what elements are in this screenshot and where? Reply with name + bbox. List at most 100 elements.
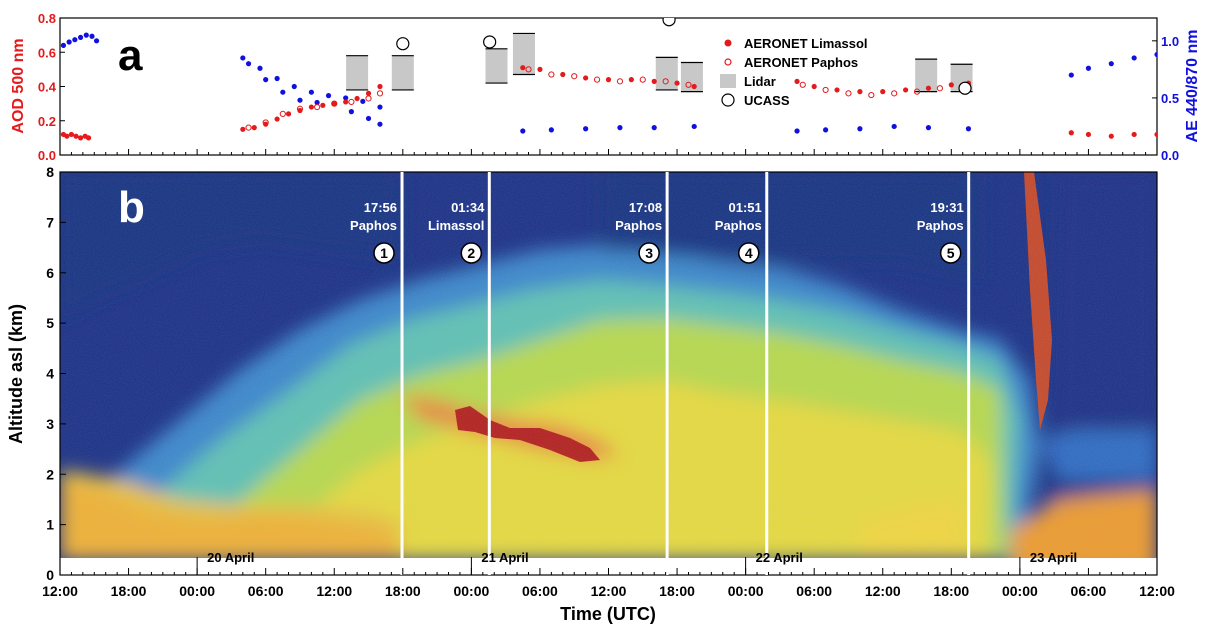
aod-point xyxy=(691,83,697,90)
ae-point xyxy=(520,128,526,134)
legend-label-lidar: Lidar xyxy=(744,74,776,89)
aod-point xyxy=(245,124,252,131)
y-tick-label-b: 3 xyxy=(46,416,54,432)
x-tick-label: 12:00 xyxy=(42,583,78,599)
ae-point xyxy=(280,89,286,95)
x-tick-label: 00:00 xyxy=(728,583,764,599)
lidar-bar xyxy=(485,48,508,84)
aod-point xyxy=(891,90,898,97)
ae-point xyxy=(1085,65,1092,71)
aod-point xyxy=(354,95,360,102)
day-label: 20 April xyxy=(207,550,254,565)
day-label: 21 April xyxy=(481,550,528,565)
aod-point xyxy=(1085,131,1092,138)
aod-point xyxy=(1068,130,1074,136)
aod-point xyxy=(616,78,624,85)
event-time: 01:34 xyxy=(451,200,485,215)
aod-point xyxy=(68,131,75,138)
ae-point xyxy=(348,109,354,115)
aod-point xyxy=(314,103,321,111)
aod-point xyxy=(262,119,269,126)
ae-point xyxy=(360,98,366,104)
aod-point xyxy=(365,90,372,96)
event-time: 17:08 xyxy=(629,200,662,215)
ae-point xyxy=(617,125,623,131)
aod-point xyxy=(605,77,612,83)
ae-point xyxy=(857,126,863,132)
aod-point xyxy=(348,98,355,106)
y-tick-label-b: 7 xyxy=(46,214,54,230)
event-place: Paphos xyxy=(917,218,964,233)
ae-point xyxy=(72,37,78,43)
aod-point xyxy=(1108,133,1114,139)
aod-point xyxy=(834,87,840,93)
ae-point xyxy=(794,128,800,134)
ae-point xyxy=(377,104,383,110)
x-tick-label: 06:00 xyxy=(522,583,558,599)
y-tick-label-left: 0.0 xyxy=(38,148,56,163)
x-tick-label: 18:00 xyxy=(111,583,147,599)
aod-point xyxy=(593,76,601,83)
aod-point xyxy=(651,78,657,84)
aod-point xyxy=(674,80,680,86)
event-time: 01:51 xyxy=(729,200,762,215)
aod-point xyxy=(868,91,875,99)
x-tick-label: 12:00 xyxy=(316,583,352,599)
aod-point xyxy=(1131,131,1137,138)
aod-point xyxy=(331,101,337,107)
y-tick-label-left: 0.4 xyxy=(38,80,57,95)
y-tick-label-b: 8 xyxy=(46,164,54,180)
ae-point xyxy=(291,83,297,90)
x-tick-label: 12:00 xyxy=(591,583,627,599)
panel-a-label: a xyxy=(118,31,143,80)
aod-point xyxy=(520,65,526,71)
ae-point xyxy=(1068,72,1074,78)
y-tick-label-left: 0.8 xyxy=(38,11,56,26)
lidar-bar xyxy=(680,62,703,92)
day-label: 22 April xyxy=(756,550,803,565)
event-place: Paphos xyxy=(615,218,662,233)
panel-a-frame xyxy=(59,17,1158,156)
y-tick-label-b: 2 xyxy=(46,466,54,482)
aod-point xyxy=(377,83,383,90)
aod-point xyxy=(73,133,79,139)
aod-point xyxy=(297,107,303,114)
lidar-bar xyxy=(915,59,938,92)
event-place: Limassol xyxy=(428,218,484,233)
aod-point xyxy=(376,90,384,97)
lidar-bar xyxy=(512,33,535,75)
panel-a-ylabel-right: AE 440/870 nm xyxy=(1184,30,1201,143)
ae-point xyxy=(257,65,263,71)
aod-point xyxy=(1177,130,1182,135)
ae-point xyxy=(93,38,100,44)
y-tick-label-b: 6 xyxy=(46,265,54,281)
panel-a: a 0.0 0.2 0.4 0.6 0.8 0.0 0.5 1.0 AOD 500 nm AE… xyxy=(10,11,1201,163)
x-tick-label: 18:00 xyxy=(659,583,695,599)
event-marker xyxy=(738,242,760,264)
aod-point xyxy=(857,89,863,95)
aod-point xyxy=(274,116,280,122)
aod-point xyxy=(308,104,314,110)
aod-point xyxy=(936,85,943,92)
ae-point xyxy=(583,126,589,132)
aod-point xyxy=(662,78,669,85)
ae-point xyxy=(274,75,280,82)
event-number: 4 xyxy=(745,245,753,261)
ae-point xyxy=(377,121,383,127)
aod-point xyxy=(279,110,286,118)
ucass-point xyxy=(662,18,676,27)
aod-point xyxy=(571,73,578,80)
x-tick-label: 06:00 xyxy=(248,583,284,599)
lidar-backscatter-heatmap xyxy=(60,172,1157,575)
legend-label-ucass: UCASS xyxy=(744,93,790,108)
aod-point xyxy=(548,71,555,78)
panel-b-label: b xyxy=(118,183,145,232)
aod-point xyxy=(64,133,70,139)
y-tick-label-b: 5 xyxy=(46,315,54,331)
aod-point xyxy=(296,105,304,112)
x-tick-label: 18:00 xyxy=(385,583,421,599)
ucass-point xyxy=(396,37,410,51)
aod-point xyxy=(365,95,372,102)
event-number: 5 xyxy=(947,245,955,261)
